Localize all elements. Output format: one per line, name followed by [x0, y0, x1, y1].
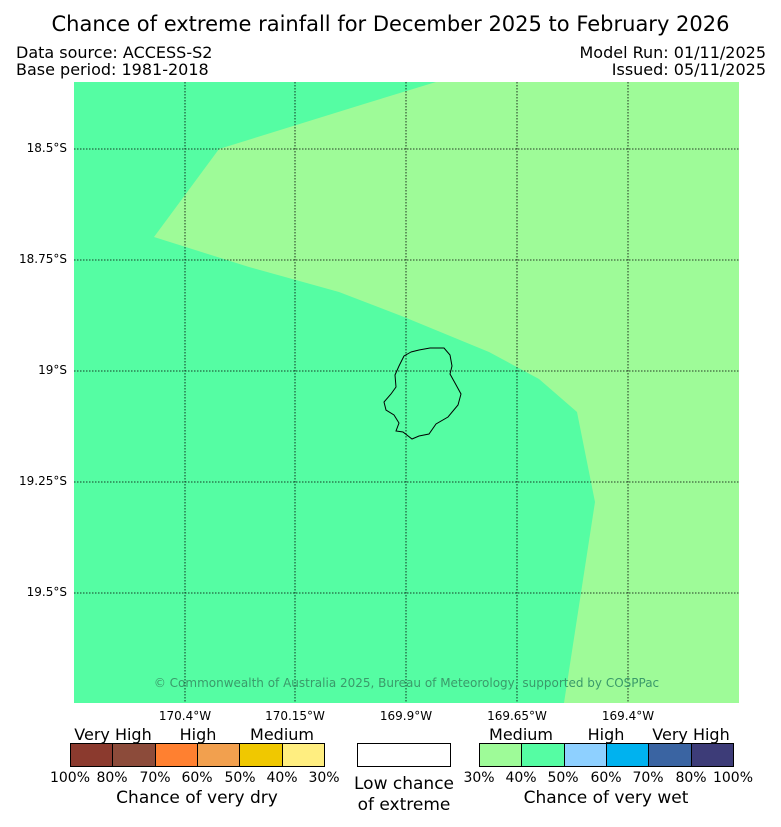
dry-swatch: [197, 744, 241, 766]
neutral-caption-line2: of extreme: [357, 795, 451, 815]
dry-swatch: [71, 744, 114, 766]
wet-swatch: [691, 744, 733, 766]
wet-colorbar: [479, 743, 734, 767]
lat-label: 19.5°S: [26, 585, 67, 599]
lon-label: 170.4°W: [158, 709, 212, 723]
wet-tick: 80%: [675, 770, 707, 786]
data-source: Data source: ACCESS-S2: [16, 43, 213, 62]
lat-label: 18.5°S: [26, 141, 67, 155]
dry-colorbar: [70, 743, 325, 767]
wet-tick: 70%: [632, 770, 664, 786]
wet-swatch: [480, 744, 523, 766]
lat-label: 18.75°S: [19, 252, 67, 266]
dry-swatch: [113, 744, 156, 766]
wet-tick: 30%: [463, 770, 495, 786]
model-run: Model Run: 01/11/2025: [579, 43, 767, 62]
dry-tick: 40%: [266, 770, 298, 786]
dry-swatch: [240, 744, 283, 766]
dry-swatch: [155, 744, 198, 766]
dry-caption: Chance of very dry: [116, 788, 278, 808]
dry-tick: 50%: [224, 770, 256, 786]
lat-label: 19.25°S: [19, 474, 67, 488]
base-period: Base period: 1981-2018: [16, 60, 209, 79]
lat-label: 19°S: [38, 363, 67, 377]
wet-swatch: [522, 744, 565, 766]
lon-label: 170.15°W: [265, 709, 325, 723]
wet-tick: 40%: [505, 770, 537, 786]
map-layers: [74, 82, 739, 703]
dry-category-label: Very High: [74, 725, 152, 744]
dry-tick: 30%: [308, 770, 340, 786]
lon-label: 169.65°W: [487, 709, 547, 723]
run-info: Model Run: 01/11/2025 Issued: 05/11/2025: [580, 44, 767, 78]
issued-date: Issued: 05/11/2025: [611, 60, 766, 79]
source-info: Data source: ACCESS-S2 Base period: 1981…: [16, 44, 212, 78]
copyright-credit: © Commonwealth of Australia 2025, Bureau…: [153, 676, 660, 690]
graticule: [74, 82, 739, 703]
wet-tick: 60%: [590, 770, 622, 786]
wet-tick: 100%: [712, 770, 754, 786]
dry-tick: 70%: [139, 770, 171, 786]
dry-tick: 60%: [181, 770, 213, 786]
lon-label: 169.4°W: [601, 709, 655, 723]
neutral-swatch: [357, 743, 451, 767]
wet-category-label: Very High: [652, 725, 730, 744]
wet-swatch: [649, 744, 692, 766]
wet-category-label: Medium: [489, 725, 553, 744]
map-title: Chance of extreme rainfall for December …: [51, 12, 730, 36]
dry-tick: 100%: [49, 770, 91, 786]
wet-category-label: High: [587, 725, 625, 744]
map-panel[interactable]: © Commonwealth of Australia 2025, Bureau…: [74, 82, 739, 703]
wet-caption: Chance of very wet: [523, 788, 689, 808]
dry-swatch: [282, 744, 324, 766]
dry-tick: 80%: [96, 770, 128, 786]
dry-category-label: Medium: [250, 725, 314, 744]
wet-swatch: [564, 744, 607, 766]
lon-label: 169.9°W: [379, 709, 433, 723]
wet-swatch: [606, 744, 650, 766]
island-coastline: [383, 347, 462, 440]
wet-40-50-region: [74, 82, 595, 703]
neutral-caption-line1: Low chance: [354, 774, 454, 794]
wet-tick: 50%: [547, 770, 579, 786]
dry-category-label: High: [179, 725, 217, 744]
